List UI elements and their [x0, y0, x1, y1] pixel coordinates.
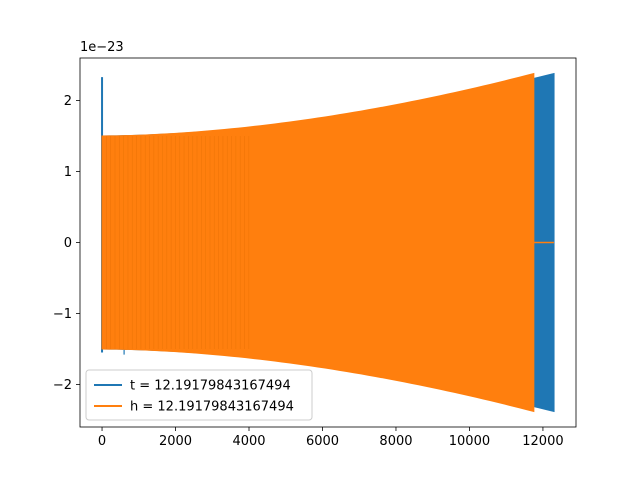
series-oscillation: [101, 136, 250, 349]
x-tick-label: 4000: [232, 434, 265, 449]
x-tick-label: 0: [98, 434, 106, 449]
x-axis: 0 2000 4000 6000 8000 10000 12000: [98, 427, 564, 449]
y-tick-label: 0: [64, 236, 72, 251]
x-tick-label: 6000: [306, 434, 339, 449]
x-tick-label: 8000: [379, 434, 412, 449]
x-tick-label: 12000: [522, 434, 563, 449]
legend: t = 12.19179843167494 h = 12.191798431674…: [85, 369, 313, 421]
y-tick-label: 2: [64, 94, 72, 109]
legend-frame: [85, 369, 313, 421]
y-tick-label: 1: [64, 165, 72, 180]
x-tick-label: 10000: [449, 434, 490, 449]
series-layer: [101, 72, 555, 413]
x-tick-label: 2000: [159, 434, 192, 449]
y-tick-label: −1: [53, 307, 72, 322]
series-1: [101, 72, 554, 413]
y-axis: −2 −1 0 1 2: [53, 94, 80, 393]
legend-label: h = 12.19179843167494: [130, 400, 294, 415]
y-offset-label: 1e−23: [80, 40, 124, 55]
y-tick-label: −2: [53, 378, 72, 393]
legend-label: t = 12.19179843167494: [130, 379, 291, 394]
